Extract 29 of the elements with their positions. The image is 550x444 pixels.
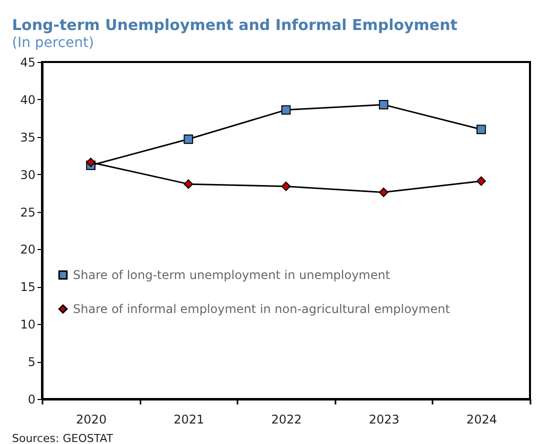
y-tick-label: 25: [20, 205, 36, 220]
y-tick-label: 20: [20, 242, 36, 257]
legend-label: Share of informal employment in non-agricultural employment: [73, 302, 450, 316]
y-tick-label: 40: [20, 92, 36, 107]
point: [378, 188, 388, 197]
point: [184, 134, 194, 144]
point: [184, 179, 194, 189]
y-tick-label: 10: [20, 318, 36, 332]
point: [281, 182, 291, 191]
y-tick-label: 45: [20, 56, 36, 70]
y-tick-label: 30: [20, 168, 36, 182]
legend-label: Share of long-term unemployment in unemployment: [73, 268, 390, 282]
point: [281, 105, 291, 115]
x-tick-label: 2024: [466, 412, 497, 426]
point: [86, 158, 96, 168]
y-tick-label: 5: [28, 355, 36, 370]
y-tick-label: 15: [20, 280, 36, 294]
x-tick-label: 2022: [271, 412, 302, 426]
point: [476, 124, 486, 134]
x-tick-label: 2020: [76, 412, 107, 426]
source-note: Sources: GEOSTAT: [12, 432, 114, 444]
chart-title: Long-term Unemployment and Informal Employment: [12, 16, 458, 34]
x-tick-label: 2023: [368, 412, 400, 426]
y-tick-label: 0: [28, 392, 36, 406]
y-tick-label: 35: [20, 130, 36, 144]
x-tick-label: 2021: [174, 412, 204, 426]
point: [476, 176, 486, 186]
point: [378, 100, 388, 110]
chart-subtitle: (In percent): [12, 35, 94, 51]
